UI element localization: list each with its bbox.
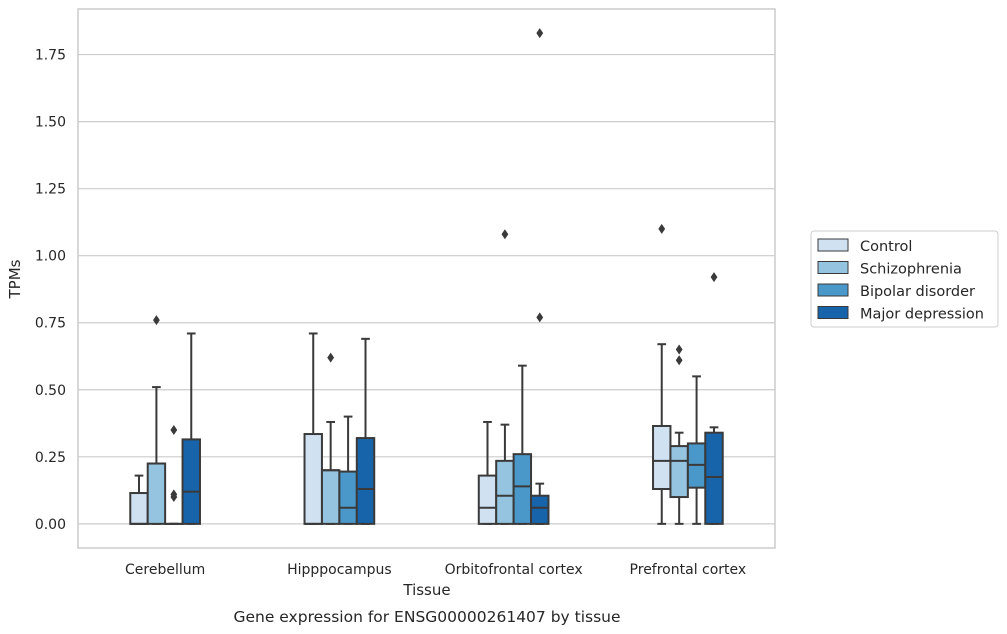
box-body	[129, 492, 149, 525]
y-tick-label: 1.75	[35, 48, 66, 64]
box	[355, 337, 376, 525]
box-body	[181, 438, 201, 525]
y-axis-ticks: 0.00 0.25 0.50 0.75 1.00 1.25 1.50 1.75	[35, 48, 66, 533]
box	[146, 315, 167, 525]
legend-label: Control	[860, 239, 912, 255]
box-series	[129, 28, 724, 525]
legend: Control Schizophrenia Bipolar disorder Majo…	[810, 230, 999, 328]
box	[512, 364, 533, 525]
legend-swatch	[817, 283, 849, 297]
outlier-point	[501, 229, 509, 240]
box	[530, 28, 550, 525]
y-tick-label: 1.50	[35, 115, 66, 131]
outlier-point	[658, 223, 666, 234]
chart-caption: Gene expression for ENSG00000261407 by t…	[233, 608, 620, 626]
box	[320, 352, 341, 525]
outlier-point	[327, 352, 335, 363]
box-body	[652, 424, 672, 491]
outlier-point	[536, 28, 544, 39]
y-tick-label: 0.50	[35, 383, 66, 399]
box-body	[495, 459, 515, 525]
box-body	[338, 470, 358, 525]
outlier-point	[536, 312, 544, 323]
outlier-point	[153, 315, 160, 326]
y-tick-label: 0.75	[35, 316, 66, 332]
y-tick-label: 0.00	[35, 517, 66, 533]
box	[129, 474, 149, 525]
box	[181, 332, 201, 525]
box-body	[669, 445, 689, 499]
legend-label: Major depression	[860, 307, 984, 323]
box-body	[704, 431, 724, 525]
box-body	[530, 494, 550, 525]
plot-frame	[77, 8, 776, 549]
legend-swatch	[817, 306, 849, 319]
box-body	[146, 462, 167, 525]
y-tick-label: 1.00	[35, 249, 66, 265]
box	[338, 415, 358, 525]
legend-label: Bipolar disorder	[860, 284, 975, 300]
outlier-point	[710, 272, 718, 283]
box	[704, 272, 724, 525]
box-body	[303, 433, 323, 525]
box-body	[355, 437, 376, 525]
outlier-point	[170, 425, 178, 436]
box-body	[477, 474, 498, 525]
series-control	[129, 223, 672, 525]
box-body	[512, 453, 533, 525]
series-bipolar-disorder	[164, 364, 707, 525]
legend-swatch	[817, 261, 849, 274]
box	[164, 425, 184, 525]
x-tick-label: Orbitofrontal cortex	[445, 562, 583, 578]
legend-box	[810, 230, 999, 328]
series-major-depression	[181, 28, 724, 525]
outlier-point	[170, 489, 178, 500]
box-body	[320, 469, 341, 525]
legend-swatch	[817, 238, 849, 252]
legend-label: Schizophrenia	[860, 262, 962, 278]
x-tick-label: Cerebellum	[125, 562, 205, 578]
box	[652, 223, 672, 525]
x-tick-label: Hipppocampus	[287, 562, 392, 578]
x-axis-label: Tissue	[402, 581, 450, 599]
outlier-point	[675, 355, 683, 366]
y-tick-label: 1.25	[35, 182, 66, 198]
y-axis-label: TPMs	[6, 259, 24, 299]
outlier-point	[675, 344, 683, 355]
x-axis-ticks: Cerebellum Hipppocampus Orbitofrontal cort…	[125, 562, 746, 578]
y-tick-label: 0.25	[35, 450, 66, 466]
box	[495, 229, 515, 525]
x-tick-label: Prefrontal cortex	[630, 562, 747, 578]
plot-border	[77, 8, 776, 549]
series-schizophrenia	[146, 229, 689, 525]
